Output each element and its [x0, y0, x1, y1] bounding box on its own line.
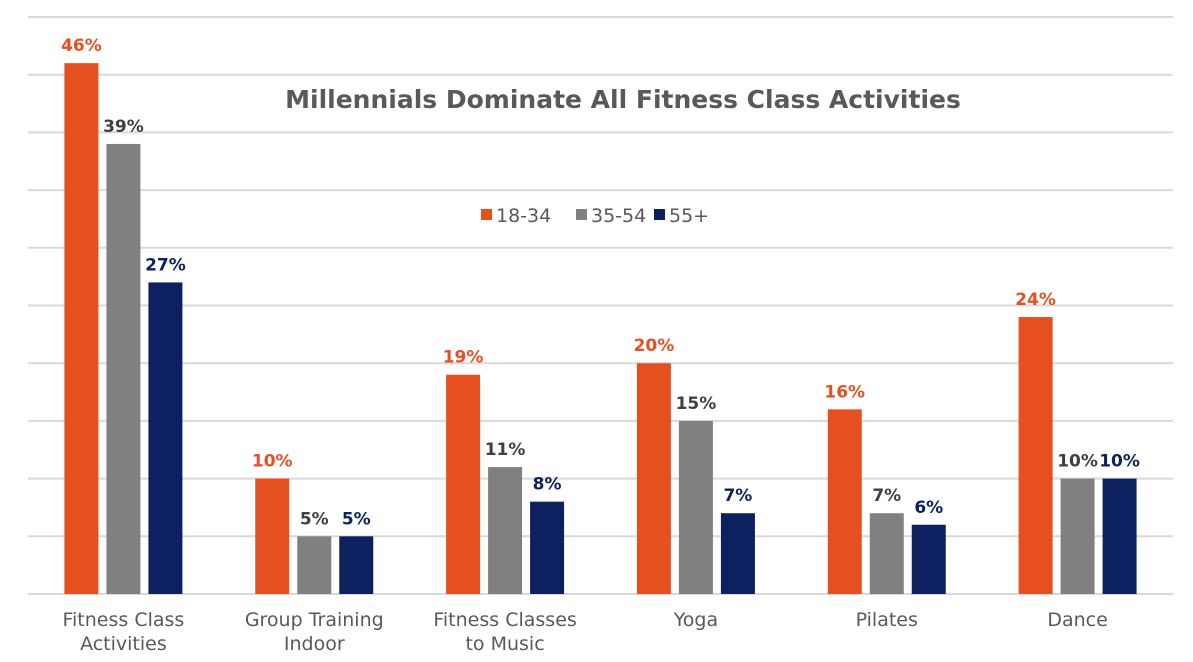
- bars: [64, 63, 1137, 595]
- value-label: 7%: [723, 486, 752, 506]
- bar-18-34-4: [827, 409, 862, 594]
- value-label: 27%: [145, 255, 186, 275]
- value-label: 24%: [1015, 290, 1056, 310]
- legend-swatch-55+: [654, 209, 665, 220]
- bar-18-34-3: [636, 363, 671, 594]
- bar-18-34-1: [255, 478, 290, 594]
- bar-55+-4: [911, 524, 946, 594]
- legend-label: 18-34: [496, 205, 551, 227]
- value-label: 5%: [342, 509, 371, 529]
- value-label: 7%: [872, 486, 901, 506]
- bar-55+-2: [530, 501, 565, 594]
- category-label: Group Training: [245, 609, 384, 631]
- bar-18-34-0: [64, 63, 99, 595]
- bar-35-54-4: [869, 513, 904, 594]
- legend-swatch-35-54: [576, 209, 587, 220]
- category-label: Pilates: [856, 609, 918, 631]
- chart-title: Millennials Dominate All Fitness Class A…: [285, 85, 961, 114]
- legend: 18-34 35-54 55+: [481, 205, 709, 227]
- bar-35-54-0: [106, 143, 141, 594]
- value-label: 15%: [676, 394, 717, 414]
- value-label: 10%: [1099, 452, 1140, 472]
- bar-18-34-2: [446, 374, 481, 594]
- value-label: 46%: [61, 36, 102, 56]
- bar-55+-1: [339, 536, 374, 594]
- category-label: Fitness Class: [62, 609, 184, 631]
- value-label: 19%: [443, 348, 484, 368]
- bar-55+-0: [148, 282, 183, 594]
- category-label: Fitness Classes: [433, 609, 576, 631]
- category-label: Yoga: [673, 609, 718, 631]
- value-label: 16%: [824, 382, 865, 402]
- bar-18-34-5: [1018, 317, 1053, 594]
- bar-35-54-2: [488, 467, 523, 594]
- value-label: 6%: [914, 498, 943, 518]
- legend-swatch-18-34: [481, 209, 492, 220]
- bar-35-54-1: [297, 536, 332, 594]
- value-label: 39%: [103, 117, 144, 137]
- category-label: Indoor: [284, 633, 345, 655]
- bar-55+-5: [1102, 478, 1137, 594]
- value-label: 10%: [1057, 452, 1098, 472]
- gridlines: [28, 16, 1173, 595]
- bar-35-54-3: [678, 420, 713, 594]
- value-label: 8%: [533, 475, 562, 495]
- value-label: 5%: [300, 509, 329, 529]
- bar-35-54-5: [1060, 478, 1095, 594]
- value-label: 10%: [252, 452, 293, 472]
- bar-55+-3: [720, 513, 755, 594]
- legend-label: 35-54: [591, 205, 646, 227]
- category-label: Dance: [1047, 609, 1107, 631]
- legend-label: 55+: [669, 205, 709, 227]
- category-label: to Music: [465, 633, 544, 655]
- value-labels: 46% 39% 27% 10% 5% 5% 19% 11% 8% 20% 15% 7% 16% 7% 6% 2…: [61, 36, 1140, 529]
- value-label: 11%: [485, 440, 526, 460]
- category-label: Activities: [80, 633, 167, 655]
- value-label: 20%: [634, 336, 675, 356]
